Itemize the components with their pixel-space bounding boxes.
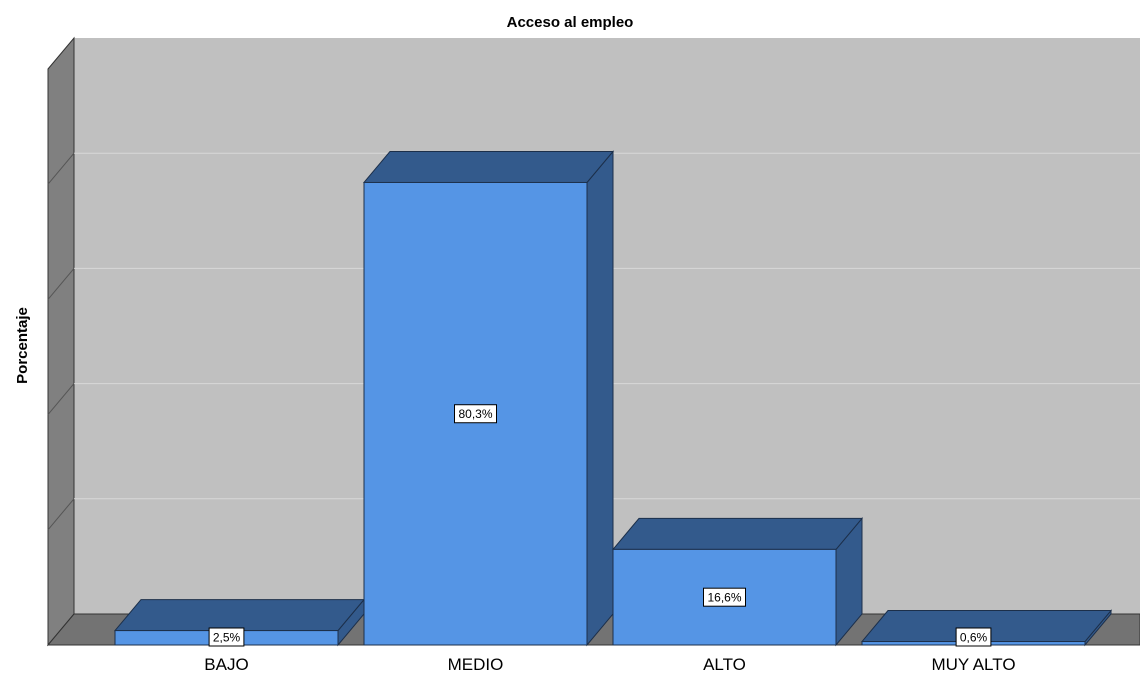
- x-tick-label: MUY ALTO: [931, 655, 1015, 674]
- bar-alto: [611, 517, 864, 647]
- x-tick-label: ALTO: [703, 655, 746, 674]
- x-tick-labels: BAJO MEDIO ALTO MUY ALTO: [204, 655, 1015, 674]
- side-wall: [47, 36, 75, 647]
- gridline-side: [47, 498, 75, 531]
- data-label: 0,6%: [955, 627, 992, 647]
- data-label-text: 0,6%: [960, 631, 988, 645]
- data-label-box: [703, 587, 746, 607]
- x-tick-label: BAJO: [204, 655, 248, 674]
- data-label-text: 80,3%: [458, 407, 492, 421]
- data-label: 16,6%: [703, 587, 746, 607]
- data-label: 2,5%: [208, 627, 245, 647]
- data-label-box: [208, 627, 245, 647]
- bar-top-face: [113, 599, 366, 632]
- bar-side-face: [586, 150, 614, 647]
- gridline-side: [47, 152, 75, 185]
- data-labels: 2,5% 80,3% 16,6% 0,6%: [208, 404, 992, 647]
- data-label-text: 2,5%: [213, 631, 241, 645]
- gridline-side: [47, 268, 75, 300]
- data-label-box: [955, 627, 992, 647]
- bar-top-face: [362, 150, 615, 183]
- data-label: 80,3%: [454, 404, 497, 424]
- gridline-side: [47, 383, 75, 415]
- x-tick-label: MEDIO: [448, 655, 504, 674]
- bar-medio: [362, 150, 615, 647]
- chart-title: Acceso al empleo: [506, 14, 634, 31]
- data-label-box: [454, 404, 497, 424]
- data-label-text: 16,6%: [707, 591, 741, 605]
- bar-top-face: [611, 517, 864, 550]
